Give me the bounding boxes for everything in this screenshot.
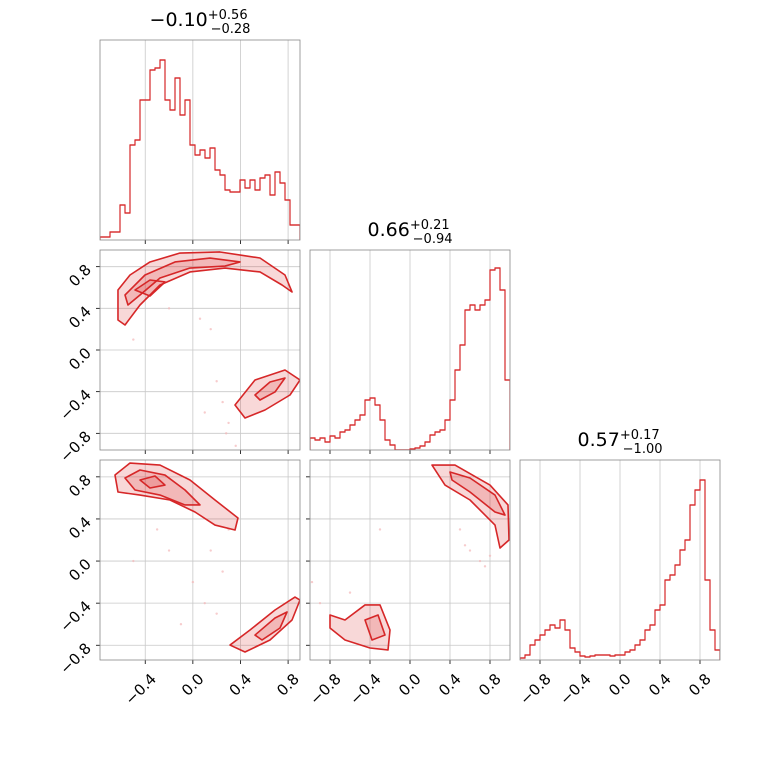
x-tick-label: 0.4 xyxy=(435,670,465,700)
sample-point xyxy=(478,559,482,563)
title-value: −0.10 xyxy=(150,9,208,31)
title-lower: −0.28 xyxy=(211,22,251,37)
sample-point xyxy=(209,327,212,331)
x-tick-label: −0.4 xyxy=(121,670,159,708)
x-tick-label: 0.8 xyxy=(685,670,715,700)
sample-point xyxy=(318,601,322,605)
sample-point xyxy=(227,421,230,425)
panel-data xyxy=(310,267,510,450)
x-tick-label: −0.4 xyxy=(556,670,594,708)
y-tick-label: 0.0 xyxy=(65,555,95,585)
title-upper: +0.56 xyxy=(208,8,248,23)
x-tick-label: −0.8 xyxy=(306,670,344,708)
x-tick-label: 0.0 xyxy=(178,670,208,700)
title-lower: −0.94 xyxy=(413,232,453,247)
sample-point xyxy=(132,338,135,341)
x-tick-label: 0.0 xyxy=(395,670,425,700)
title-upper: +0.21 xyxy=(410,218,450,233)
y-tick-label: 0.4 xyxy=(65,302,95,332)
title-lower: −1.00 xyxy=(623,442,663,457)
y-tick-label: −0.8 xyxy=(56,427,94,465)
panel-data xyxy=(520,479,720,660)
panel-title: −0.10+0.56 −0.28 xyxy=(150,8,251,37)
sample-point xyxy=(234,444,237,448)
contour xyxy=(431,464,510,549)
sample-point xyxy=(132,559,135,563)
sample-point xyxy=(463,544,467,547)
sample-point xyxy=(483,565,487,568)
sample-point xyxy=(215,612,218,615)
sample-point xyxy=(198,317,202,320)
sample-point xyxy=(348,591,352,594)
panel-frame xyxy=(99,459,301,661)
contour xyxy=(117,251,293,326)
contour xyxy=(254,611,288,641)
panel-data xyxy=(310,464,510,651)
sample-point xyxy=(167,307,171,310)
y-tick-label: 0.8 xyxy=(65,261,95,291)
x-tick-label: −0.8 xyxy=(516,670,554,708)
title-upper: +0.17 xyxy=(620,428,660,443)
panel-frame xyxy=(519,459,721,661)
panel-data xyxy=(100,59,300,240)
sample-point xyxy=(155,528,159,531)
sample-point xyxy=(468,549,472,552)
x-tick-label: 0.0 xyxy=(605,670,635,700)
x-tick-label: 0.8 xyxy=(273,670,303,700)
contour xyxy=(134,279,166,297)
contour xyxy=(139,475,166,489)
y-tick-label: −0.4 xyxy=(56,386,94,424)
sample-point xyxy=(310,580,314,584)
panel-title: 0.57+0.17 −1.00 xyxy=(578,428,663,457)
sample-point xyxy=(378,528,382,531)
panel-frame xyxy=(99,249,301,451)
y-tick-label: 0.0 xyxy=(65,344,95,374)
sample-point xyxy=(203,601,206,605)
y-tick-label: 0.8 xyxy=(65,471,95,501)
x-tick-label: 0.8 xyxy=(475,670,505,700)
contour xyxy=(234,369,300,419)
contour xyxy=(254,377,286,401)
y-tick-label: −0.4 xyxy=(56,597,94,635)
sample-point xyxy=(167,549,171,552)
sample-point xyxy=(179,623,183,626)
panel-frame xyxy=(309,459,511,661)
sample-point xyxy=(458,528,462,531)
contour xyxy=(114,462,239,531)
title-value: 0.57 xyxy=(578,429,620,451)
sample-point xyxy=(203,411,206,414)
panel-title: 0.66+0.21 −0.94 xyxy=(368,218,453,247)
contour xyxy=(229,596,300,653)
y-tick-label: 0.4 xyxy=(65,513,95,543)
sample-point xyxy=(191,580,195,584)
x-tick-label: −0.4 xyxy=(346,670,384,708)
panel-frame xyxy=(309,249,511,451)
contour xyxy=(364,614,386,641)
x-tick-label: 0.4 xyxy=(645,670,675,700)
x-tick-label: 0.4 xyxy=(226,670,256,700)
sample-point xyxy=(215,380,218,383)
y-tick-label: −0.8 xyxy=(56,639,94,677)
sample-point xyxy=(221,570,224,573)
sample-point xyxy=(224,432,228,435)
contour xyxy=(449,471,506,516)
sample-point xyxy=(209,549,212,552)
panel-data xyxy=(117,251,300,448)
panel-data xyxy=(114,462,300,653)
sample-point xyxy=(488,554,492,557)
title-value: 0.66 xyxy=(368,219,410,241)
sample-point xyxy=(221,400,224,404)
panel-frame xyxy=(99,39,301,241)
